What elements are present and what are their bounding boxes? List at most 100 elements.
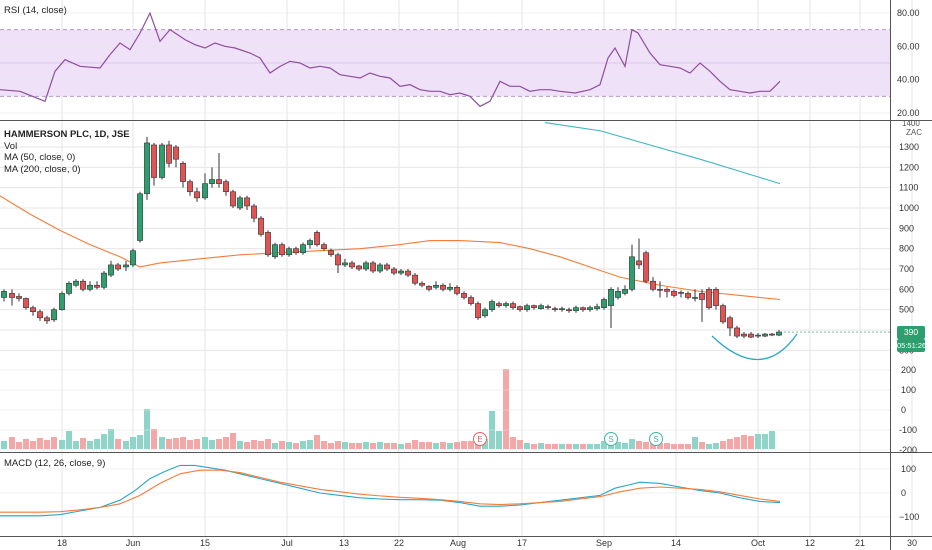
candle-down <box>671 291 677 296</box>
candle-up <box>615 291 621 298</box>
volume-bar-up <box>447 443 453 449</box>
candle-down <box>412 274 418 284</box>
candle-down <box>230 191 236 207</box>
candle-down <box>454 286 460 294</box>
volume-bar-down <box>517 440 523 449</box>
volume-bar-down <box>531 444 537 449</box>
symbol-title: HAMMERSON PLC, 1D, JSE <box>4 129 130 140</box>
price-tick-label: 1100 <box>899 183 918 193</box>
candle-down <box>321 244 327 249</box>
candle-down <box>720 305 726 323</box>
volume-bar-up <box>559 444 565 449</box>
volume-bar-up <box>594 444 600 449</box>
candle-down <box>251 205 257 219</box>
candle-up <box>342 262 348 266</box>
volume-bar-down <box>748 436 754 449</box>
candle-down <box>734 327 740 337</box>
signal-line <box>0 469 781 513</box>
volume-bar-down <box>166 439 172 449</box>
volume-bar-up <box>94 439 100 449</box>
candle-down <box>510 303 516 308</box>
split-marker <box>604 432 618 446</box>
macd-tick-label: 0 <box>901 488 906 498</box>
volume-bar-up <box>706 444 712 449</box>
date-tick-label: 15 <box>200 538 210 548</box>
candle-down <box>94 284 100 288</box>
volume-tick-label: 100 <box>901 385 916 395</box>
candle-down <box>80 280 86 290</box>
ma50-legend: MA (50, close, 0) <box>4 152 76 163</box>
price-legend: HAMMERSON PLC, 1D, JSE Vol MA (50, close… <box>4 129 130 175</box>
earnings-marker <box>473 432 487 446</box>
macd-line <box>0 464 781 517</box>
candle-down <box>314 232 320 245</box>
rsi-tick-label: 80.00 <box>897 8 920 18</box>
candle-down <box>741 333 747 337</box>
volume-bar-down <box>412 440 418 449</box>
candle-up <box>130 250 136 266</box>
candle-down <box>180 162 186 182</box>
candle-up <box>776 331 782 336</box>
candle-down <box>643 252 649 282</box>
date-tick-label: Sep <box>596 538 612 548</box>
candle-down <box>531 305 537 308</box>
candle-up <box>123 264 129 268</box>
volume-bar-down <box>664 443 670 449</box>
candle-down <box>468 297 474 304</box>
volume-bar-down <box>279 441 285 449</box>
candle-up <box>159 144 165 178</box>
volume-bar-up <box>713 443 719 449</box>
volume-bar-up <box>144 409 150 449</box>
volume-bar-up <box>1 441 7 449</box>
last-price-tag: 390 <box>897 326 925 339</box>
volume-bar-up <box>300 441 306 449</box>
volume-bar-down <box>349 443 355 449</box>
candle-down <box>496 303 502 306</box>
date-tick-label: 17 <box>517 538 527 548</box>
candle-down <box>426 285 432 290</box>
volume-bar-up <box>482 439 488 449</box>
volume-bar-up <box>587 444 593 449</box>
rsi-legend: RSI (14, close) <box>4 5 67 16</box>
volume-bar-down <box>251 440 257 449</box>
candle-down <box>335 254 341 266</box>
candle-up <box>66 282 72 294</box>
volume-bar-up <box>622 443 628 449</box>
candle-up <box>1 291 7 298</box>
candle-up <box>482 309 488 317</box>
candle-down <box>713 289 719 306</box>
date-tick-label: 21 <box>855 538 865 548</box>
candle-up <box>489 301 495 310</box>
candle-up <box>433 284 439 288</box>
macd-tick-label: −100 <box>899 512 919 522</box>
macd-tick-label: 100 <box>901 464 916 474</box>
candle-down <box>293 248 299 254</box>
candle-up <box>538 305 544 309</box>
candle-down <box>475 303 481 319</box>
candle-down <box>748 333 754 338</box>
candle-up <box>59 293 65 310</box>
candle-down <box>151 144 157 178</box>
volume-bar-down <box>80 438 86 449</box>
candle-down <box>44 317 50 322</box>
candle-up <box>762 333 768 337</box>
volume-bar-down <box>180 437 186 449</box>
volume-bar-up <box>237 441 243 449</box>
candle-up <box>307 240 313 245</box>
rsi-line <box>0 11 781 108</box>
candle-down <box>664 289 670 292</box>
volume-bar-down <box>244 442 250 449</box>
candle-down <box>636 260 642 266</box>
candle-down <box>685 293 691 298</box>
volume-bar-up <box>342 442 348 449</box>
candle-up <box>144 142 150 195</box>
volume-bar-down <box>454 442 460 449</box>
volume-bar-down <box>461 441 467 449</box>
candle-down <box>16 296 22 299</box>
volume-bar-up <box>377 442 383 449</box>
candle-down <box>461 293 467 298</box>
date-tick-label: 13 <box>339 538 349 548</box>
candle-up <box>51 309 57 321</box>
volume-bar-down <box>356 443 362 449</box>
